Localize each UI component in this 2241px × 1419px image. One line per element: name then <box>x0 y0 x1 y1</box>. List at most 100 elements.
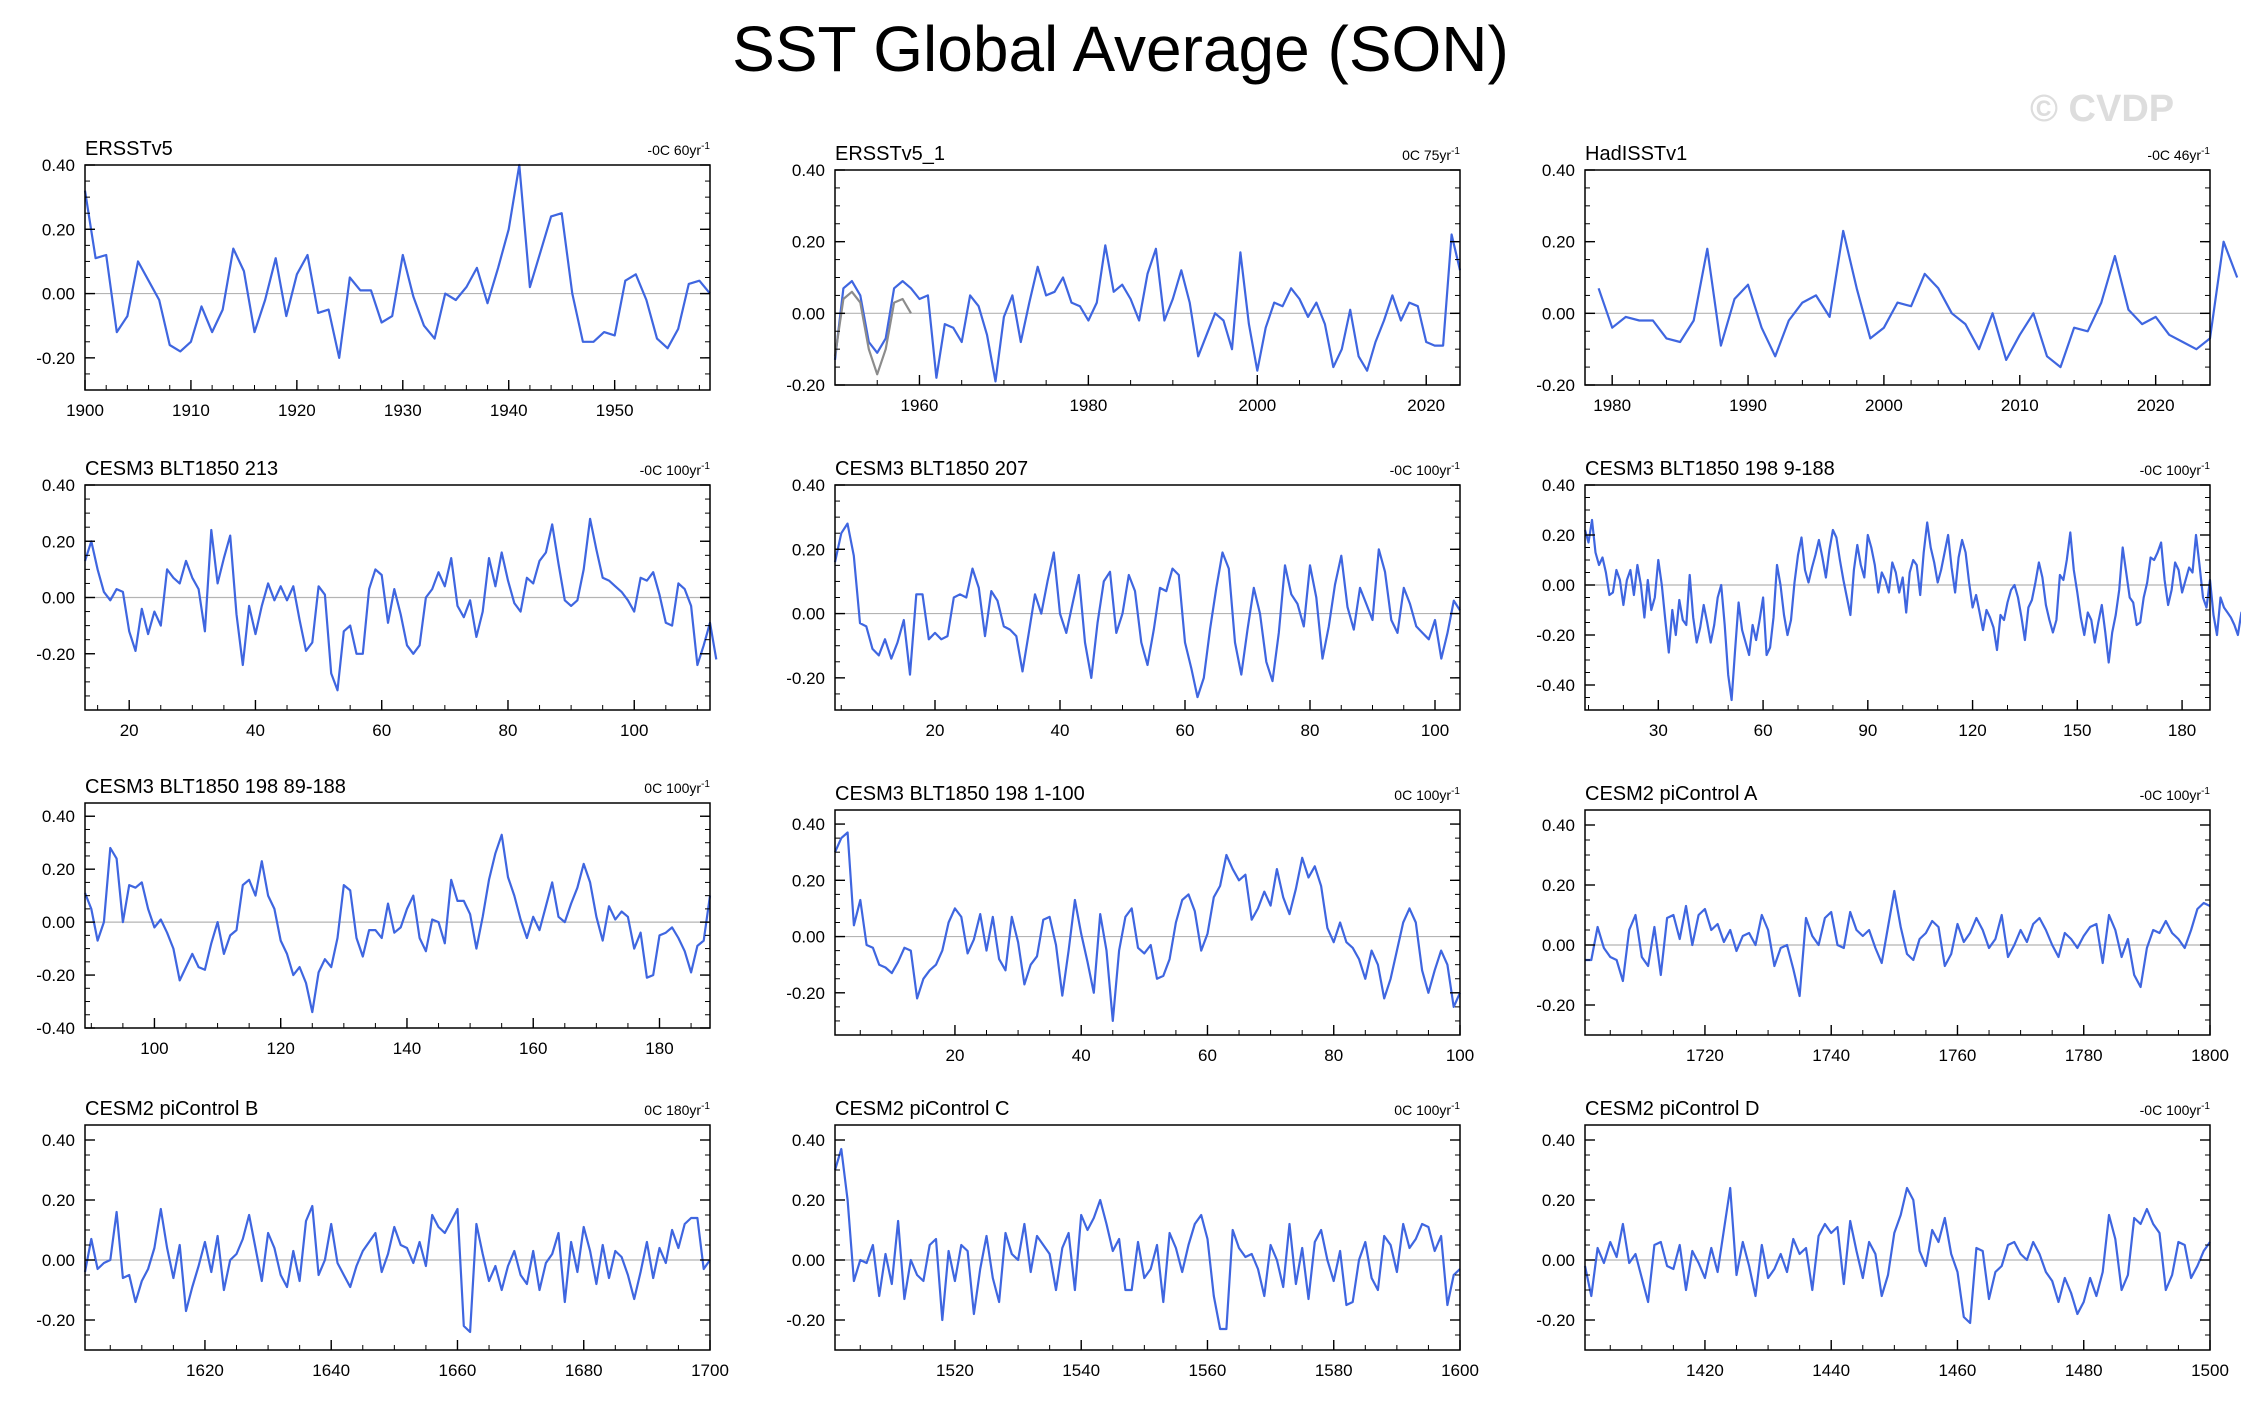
y-tick-label: 0.20 <box>1542 1191 1575 1210</box>
y-tick-label: 0.40 <box>42 156 75 175</box>
trend-label: 0C 100yr-1 <box>644 779 710 796</box>
x-tick-label: 160 <box>519 1039 547 1058</box>
trend-exponent: -1 <box>701 1101 710 1112</box>
series-line <box>1583 1186 2211 1325</box>
panel-10: CESM2 piControl B 0C 180yr-1 1620 1640 1660 1… <box>36 1098 729 1380</box>
x-tick-label: 1990 <box>1729 396 1767 415</box>
x-tick-label: 1660 <box>439 1361 477 1380</box>
panel-title: CESM2 piControl B <box>85 1098 258 1120</box>
series-line <box>83 517 718 692</box>
y-tick-label: 0.00 <box>792 605 825 624</box>
y-tick-label: 0.00 <box>1542 304 1575 323</box>
x-tick-label: 120 <box>267 1039 295 1058</box>
y-tick-label: -0.20 <box>786 669 825 688</box>
x-tick-label: 2010 <box>2001 396 2039 415</box>
x-tick-label: 1420 <box>1686 1361 1724 1380</box>
plot-frame <box>834 484 1461 711</box>
plot-frame <box>84 1124 711 1351</box>
x-tick-label: 1800 <box>2191 1046 2229 1065</box>
trend-exponent: -1 <box>1451 461 1460 472</box>
panel-9: CESM2 piControl A -0C 100yr-1 1720 1740 1760… <box>1536 783 2229 1065</box>
x-tick-label: 1940 <box>490 401 528 420</box>
x-tick-label: 40 <box>1051 721 1070 740</box>
x-tick-label: 180 <box>2168 721 2196 740</box>
trend-exponent: -1 <box>2201 461 2210 472</box>
panel-title: CESM3 BLT1850 198 9-188 <box>1585 458 1835 480</box>
panel-7: CESM3 BLT1850 198 89-188 0C 100yr-1 100 120… <box>36 776 712 1058</box>
panel-title: CESM3 BLT1850 207 <box>835 458 1028 480</box>
y-tick-label: 0.40 <box>792 1131 825 1150</box>
plot-frame <box>84 802 711 1029</box>
trend-exponent: -1 <box>701 461 710 472</box>
x-tick-label: 60 <box>1198 1046 1217 1065</box>
y-tick-label: 0.20 <box>792 871 825 890</box>
y-tick-label: -0.20 <box>1536 626 1575 645</box>
series-line <box>83 833 712 1014</box>
y-tick-label: 0.40 <box>1542 816 1575 835</box>
x-tick-label: 60 <box>1754 721 1773 740</box>
y-tick-label: 0.20 <box>792 1191 825 1210</box>
x-tick-label: 150 <box>2063 721 2091 740</box>
y-tick-label: 0.40 <box>1542 1131 1575 1150</box>
x-tick-label: 20 <box>926 721 945 740</box>
y-tick-label: 0.20 <box>1542 876 1575 895</box>
y-tick-label: 0.20 <box>1542 526 1575 545</box>
series-line <box>1585 889 2211 998</box>
y-tick-label: 0.20 <box>42 1191 75 1210</box>
series-line <box>833 233 1462 383</box>
y-tick-label: 0.40 <box>42 807 75 826</box>
panel-title: CESM3 BLT1850 198 89-188 <box>85 776 346 798</box>
y-tick-label: -0.20 <box>786 1311 825 1330</box>
x-tick-label: 2000 <box>1865 396 1903 415</box>
series-line <box>1583 518 2241 702</box>
y-tick-label: -0.20 <box>1536 996 1575 1015</box>
x-tick-label: 1580 <box>1315 1361 1353 1380</box>
y-tick-label: 0.00 <box>42 1251 75 1270</box>
panel-title: CESM2 piControl C <box>835 1098 1010 1120</box>
y-tick-label: 0.40 <box>792 815 825 834</box>
series-line <box>833 1147 1461 1331</box>
trend-exponent: -1 <box>2201 146 2210 157</box>
x-tick-label: 30 <box>1649 721 1668 740</box>
y-tick-label: 0.20 <box>792 540 825 559</box>
plot-frame <box>1584 169 2211 386</box>
x-tick-label: 1620 <box>186 1361 224 1380</box>
plot-frame <box>1584 484 2211 711</box>
y-tick-label: 0.20 <box>792 233 825 252</box>
series-line <box>83 163 711 359</box>
x-tick-label: 80 <box>1324 1046 1343 1065</box>
panel-title: CESM3 BLT1850 213 <box>85 458 278 480</box>
panel-8: CESM3 BLT1850 198 1-100 0C 100yr-1 20 40 60 8… <box>786 783 1474 1065</box>
trend-label: 0C 75yr-1 <box>1402 146 1460 163</box>
trend-exponent: -1 <box>701 141 710 152</box>
secondary-series-line <box>833 290 912 376</box>
panel-4: CESM3 BLT1850 213 -0C 100yr-1 20 40 60 80 100 -… <box>36 458 718 740</box>
x-tick-label: 80 <box>1301 721 1320 740</box>
y-tick-label: -0.40 <box>36 1019 75 1038</box>
y-tick-label: 0.20 <box>42 532 75 551</box>
x-tick-label: 100 <box>140 1039 168 1058</box>
series-line <box>1597 229 2239 369</box>
cvdp-watermark: © CVDP <box>2030 88 2175 130</box>
trend-exponent: -1 <box>2201 786 2210 797</box>
x-tick-label: 1640 <box>312 1361 350 1380</box>
trend-label: -0C 100yr-1 <box>1390 461 1461 478</box>
series-line <box>833 831 1462 1023</box>
x-tick-label: 90 <box>1858 721 1877 740</box>
trend-label: -0C 100yr-1 <box>640 461 711 478</box>
x-tick-label: 1980 <box>1593 396 1631 415</box>
y-tick-label: 0.20 <box>1542 233 1575 252</box>
panel-title: ERSSTv5_1 <box>835 143 945 165</box>
panel-6: CESM3 BLT1850 198 9-188 -0C 100yr-1 30 60 90… <box>1536 458 2241 740</box>
y-tick-label: 0.20 <box>42 220 75 239</box>
y-tick-label: 0.00 <box>42 285 75 304</box>
trend-label: -0C 100yr-1 <box>2140 461 2211 478</box>
trend-exponent: -1 <box>1451 146 1460 157</box>
figure-title: SST Global Average (SON) <box>732 13 1509 85</box>
x-tick-label: 1980 <box>1069 396 1107 415</box>
x-tick-label: 1680 <box>565 1361 603 1380</box>
x-tick-label: 60 <box>372 721 391 740</box>
y-tick-label: -0.20 <box>36 349 75 368</box>
trend-label: -0C 46yr-1 <box>2147 146 2210 163</box>
